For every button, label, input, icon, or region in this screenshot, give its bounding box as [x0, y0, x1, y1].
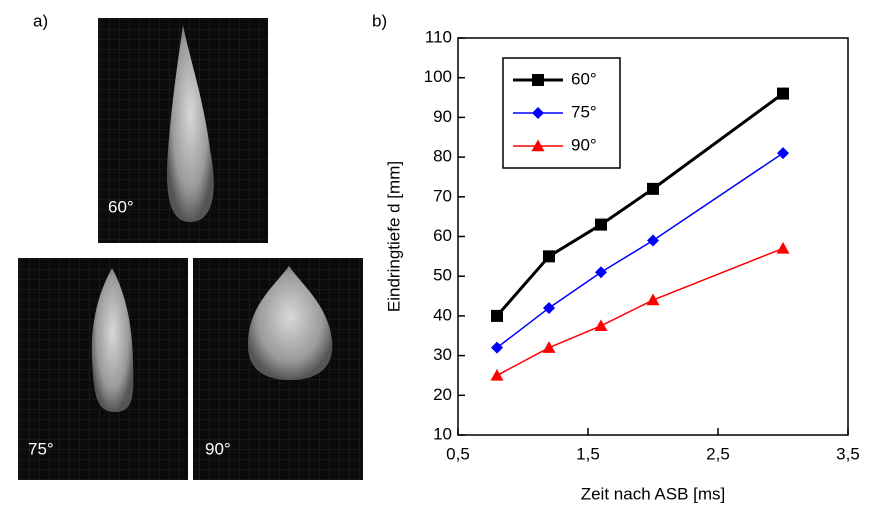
x-tick-label: 1,5 — [576, 444, 600, 463]
image-label: 90° — [205, 439, 231, 458]
marker — [594, 319, 608, 332]
marker — [543, 250, 555, 263]
legend-marker — [532, 74, 544, 86]
panel-label: b) — [372, 11, 387, 30]
x-tick-label: 0,5 — [446, 444, 470, 463]
marker — [595, 218, 607, 231]
y-tick-label: 30 — [433, 345, 452, 364]
marker — [542, 341, 556, 353]
image-label: 75° — [28, 439, 54, 458]
y-tick-label: 90 — [433, 107, 452, 126]
x-tick-label: 3,5 — [836, 444, 860, 463]
marker — [490, 368, 504, 381]
legend-marker — [531, 139, 545, 152]
marker — [595, 266, 607, 279]
marker — [646, 293, 660, 306]
x-tick-label: 2,5 — [706, 444, 730, 463]
marker — [491, 341, 503, 354]
legend-label: 75° — [571, 102, 597, 121]
y-tick-label: 110 — [425, 27, 452, 46]
image-label: 60° — [108, 197, 134, 216]
y-tick-label: 20 — [433, 385, 452, 404]
y-axis-label: Eindringtiefe d [mm] — [384, 161, 403, 312]
marker — [647, 182, 659, 195]
panel-label: a) — [33, 11, 48, 30]
y-tick-label: 40 — [433, 305, 452, 324]
marker — [777, 87, 789, 100]
series-line — [496, 152, 784, 349]
marker — [777, 147, 789, 160]
y-tick-label: 10 — [433, 424, 452, 443]
spray-image: 90° — [193, 258, 363, 480]
marker — [776, 241, 790, 254]
legend-label: 60° — [571, 69, 597, 88]
y-tick-label: 100 — [424, 67, 452, 86]
legend-marker — [532, 107, 544, 119]
x-axis-label: Zeit nach ASB [ms] — [581, 484, 726, 503]
chart: 10 20 30 40 50 60 70 80 90 100 110 0,5 1,5 2,5 3,5 Zeit… — [384, 27, 859, 503]
y-tick-label: 50 — [433, 266, 452, 285]
spray-image: 60° — [98, 18, 268, 243]
y-tick-label: 80 — [433, 147, 452, 166]
marker — [543, 301, 555, 314]
legend: 60° 75° 90° — [502, 57, 621, 169]
y-tick-label: 60 — [433, 226, 452, 245]
spray-image: 75° — [18, 258, 188, 480]
legend-label: 90° — [571, 135, 597, 154]
marker — [491, 309, 503, 322]
y-tick-label: 70 — [433, 186, 452, 205]
marker — [647, 234, 659, 247]
